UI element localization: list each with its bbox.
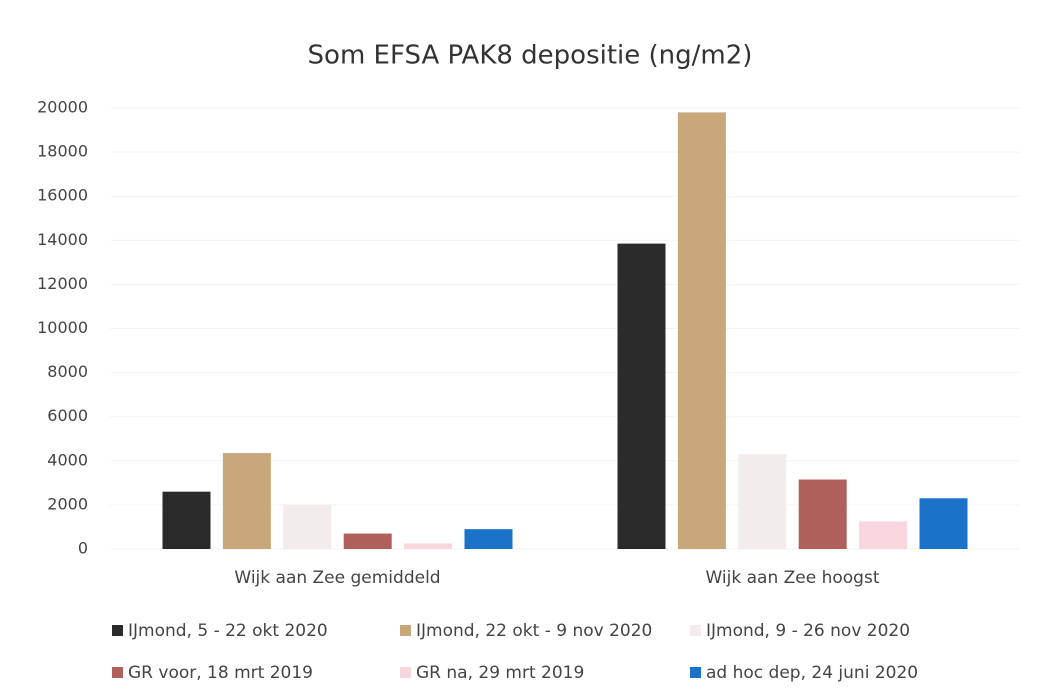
legend-label: IJmond, 22 okt - 9 nov 2020 <box>416 621 652 641</box>
bar <box>404 543 453 549</box>
legend-swatch <box>400 667 411 678</box>
legend-label: GR na, 29 mrt 2019 <box>416 663 584 683</box>
y-tick-label: 14000 <box>37 230 88 249</box>
x-tick-label: Wijk aan Zee gemiddeld <box>234 568 440 588</box>
legend-label: IJmond, 5 - 22 okt 2020 <box>128 621 328 641</box>
legend-swatch <box>112 625 123 636</box>
bar <box>617 243 666 550</box>
bar <box>222 453 271 549</box>
legend-label: IJmond, 9 - 26 nov 2020 <box>706 621 910 641</box>
legend-label: ad hoc dep, 24 juni 2020 <box>706 663 918 683</box>
bar <box>798 479 847 549</box>
bar <box>283 504 332 549</box>
y-tick-label: 2000 <box>47 494 88 513</box>
chart-title: Som EFSA PAK8 depositie (ng/m2) <box>308 41 753 71</box>
bar <box>738 454 787 549</box>
y-tick-label: 8000 <box>47 362 88 381</box>
y-tick-label: 20000 <box>37 98 88 117</box>
bar <box>162 491 211 549</box>
y-tick-label: 12000 <box>37 274 88 293</box>
bar <box>859 521 908 549</box>
y-tick-label: 0 <box>78 539 88 558</box>
bar <box>677 112 726 549</box>
y-tick-label: 16000 <box>37 186 88 205</box>
bar <box>919 498 968 549</box>
legend-swatch <box>112 667 123 678</box>
legend-swatch <box>690 625 701 636</box>
bar <box>343 533 392 549</box>
legend-swatch <box>400 625 411 636</box>
legend-swatch <box>690 667 701 678</box>
bar <box>464 529 513 549</box>
legend-label: GR voor, 18 mrt 2019 <box>128 663 313 683</box>
y-tick-label: 18000 <box>37 142 88 161</box>
y-tick-label: 4000 <box>47 450 88 469</box>
x-tick-label: Wijk aan Zee hoogst <box>705 568 879 588</box>
y-tick-label: 10000 <box>37 318 88 337</box>
y-tick-label: 6000 <box>47 406 88 425</box>
